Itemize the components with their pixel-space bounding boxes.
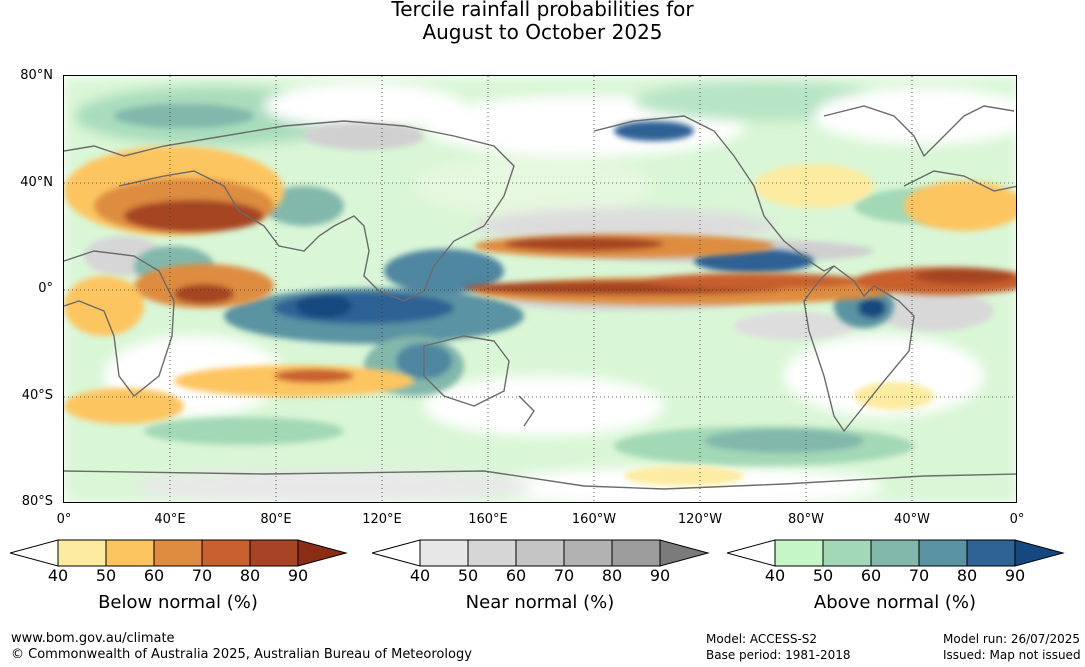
below-tick-90: 90 [287,566,309,585]
lon-label-0: 0° [56,512,72,527]
colorbar-segment [870,539,920,567]
near-tick-50: 50 [457,566,479,585]
lon-label-80w: 80°W [788,512,824,527]
colorbar-left-arrow [727,539,776,567]
colorbar-segment [419,539,469,567]
below-normal-label: Below normal (%) [98,592,258,613]
lon-label-40e: 40°E [154,512,186,527]
below-tick-40: 40 [47,566,69,585]
model-name: Model: ACCESS-S2 [706,632,818,646]
colorbar-segment [201,539,251,567]
near-normal-label: Near normal (%) [465,592,615,613]
below-normal-colorbar [10,539,348,567]
map-title-line2: August to October 2025 [422,20,663,44]
above-tick-40: 40 [764,566,786,585]
colorbar-segment [611,539,661,567]
near-tick-90: 90 [649,566,671,585]
lon-label-120w: 120°W [677,512,723,527]
above-tick-70: 70 [908,566,930,585]
near-tick-40: 40 [409,566,431,585]
lat-label-40s: 40°S [21,388,53,403]
colorbar-right-arrow [297,539,348,567]
lat-label-80s: 80°S [21,494,53,509]
above-tick-90: 90 [1004,566,1026,585]
colorbar-segment [467,539,517,567]
map-title-line1: Tercile rainfall probabilities for [391,0,694,21]
above-normal-label: Above normal (%) [813,592,977,613]
coastlines [64,105,1016,490]
colorbar-left-arrow [372,539,421,567]
map-canvas [64,76,1016,502]
colorbar-segment [918,539,968,567]
above-tick-50: 50 [812,566,834,585]
below-normal-patches [64,146,1016,486]
below-tick-80: 80 [239,566,261,585]
lon-label-160e: 160°E [468,512,508,527]
near-tick-70: 70 [553,566,575,585]
lon-label-160w: 160°W [571,512,617,527]
colorbar-right-arrow [1014,539,1065,567]
colorbar-segment [153,539,203,567]
website-link[interactable]: www.bom.gov.au/climate [11,631,175,646]
copyright-text: © Commonwealth of Australia 2025, Austra… [11,647,472,662]
colorbar-segment [57,539,107,567]
near-normal-colorbar [372,539,710,567]
colorbar-segment [515,539,565,567]
model-run-date: Model run: 26/07/2025 [943,632,1081,646]
lon-label-120e: 120°E [362,512,402,527]
below-tick-60: 60 [143,566,165,585]
lat-label-40n: 40°N [20,175,53,190]
above-tick-80: 80 [956,566,978,585]
above-normal-colorbar [727,539,1065,567]
colorbar-segment [563,539,613,567]
colorbar-right-arrow [659,539,710,567]
base-period: Base period: 1981-2018 [706,648,851,662]
colorbar-segment [966,539,1016,567]
probability-map [63,75,1017,503]
lat-label-0: 0° [38,281,53,296]
below-tick-50: 50 [95,566,117,585]
issued-status: Issued: Map not issued [943,648,1081,662]
near-tick-60: 60 [505,566,527,585]
colorbar-segment [822,539,872,567]
below-tick-70: 70 [191,566,213,585]
lat-label-80n: 80°N [20,68,53,83]
lon-label-0-end: 0° [1009,512,1025,527]
above-tick-60: 60 [860,566,882,585]
colorbar-segment [774,539,824,567]
graticule [64,76,1016,502]
lon-label-40w: 40°W [894,512,930,527]
lon-label-80e: 80°E [260,512,292,527]
colorbar-segment [105,539,155,567]
colorbar-segment [249,539,299,567]
colorbar-left-arrow [10,539,59,567]
near-tick-80: 80 [601,566,623,585]
